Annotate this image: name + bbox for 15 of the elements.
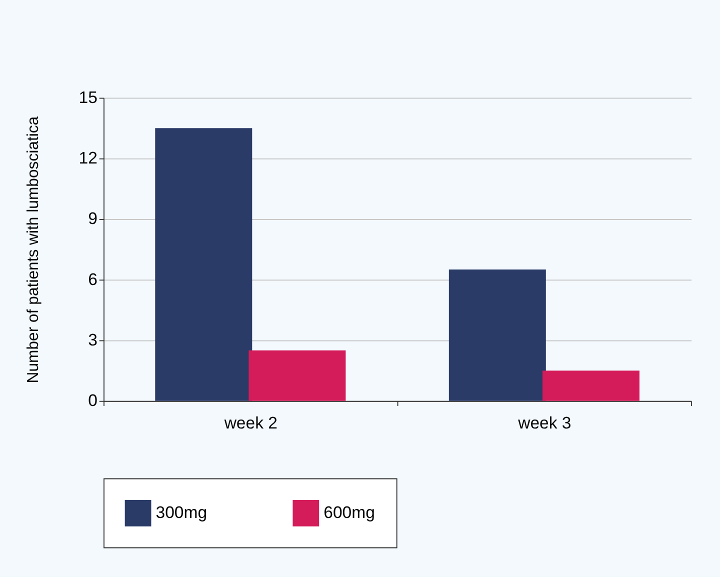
y-tick-label: 6 <box>88 270 98 289</box>
legend-label: 600mg <box>324 502 375 522</box>
y-tick-label: 3 <box>88 330 98 350</box>
y-tick-label: 0 <box>88 391 98 410</box>
legend-label: 300mg <box>156 502 208 522</box>
y-tick-label: 12 <box>78 148 98 168</box>
x-tick-label: week 2 <box>223 413 278 432</box>
y-axis-title: Number of patients with lumbosciatica <box>24 116 42 384</box>
y-tick-label: 9 <box>88 209 98 228</box>
x-tick-label: week 3 <box>517 413 572 432</box>
bar <box>248 350 346 401</box>
bar <box>155 128 252 401</box>
bar <box>542 370 640 401</box>
bar <box>448 270 546 401</box>
y-tick-label: 15 <box>78 88 98 107</box>
